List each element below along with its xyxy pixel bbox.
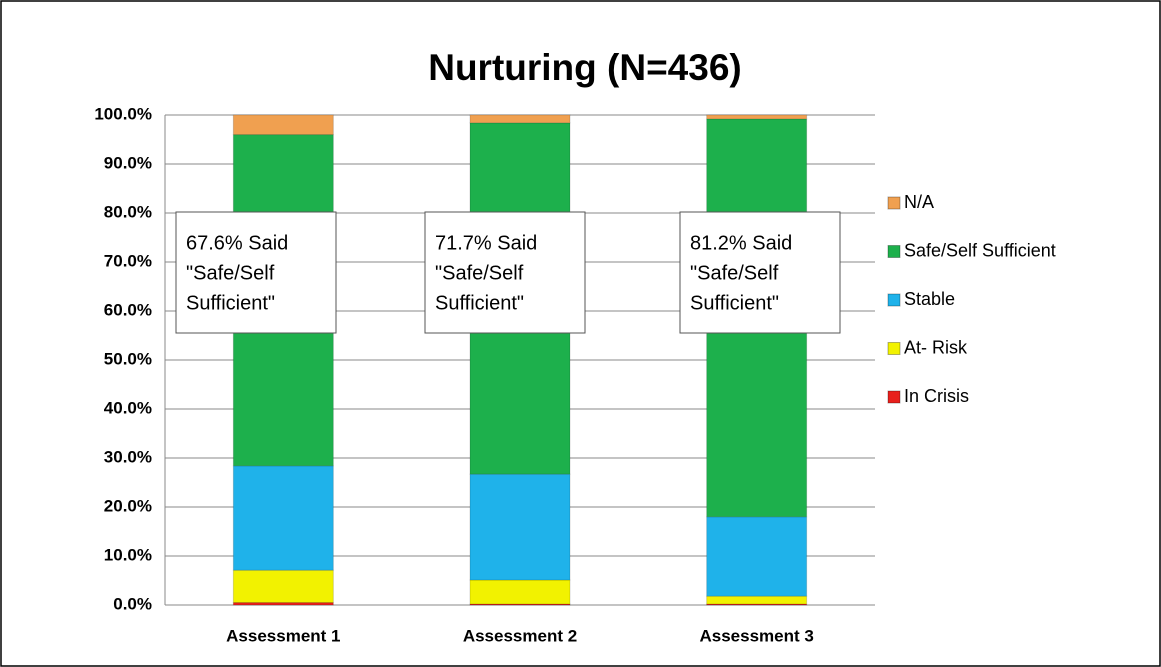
bar-segment xyxy=(706,516,808,597)
x-tick-label: Assessment 3 xyxy=(699,626,813,645)
y-tick-label: 90.0% xyxy=(104,153,152,172)
bar-segment xyxy=(469,579,571,605)
annotation-text: "Safe/Self xyxy=(435,262,524,284)
annotation-box xyxy=(679,211,841,334)
y-tick-label: 60.0% xyxy=(104,300,152,319)
legend-swatch xyxy=(887,245,901,258)
bar-segment xyxy=(469,473,571,581)
annotation-text: 67.6% Said xyxy=(186,232,288,254)
bar-segment xyxy=(469,114,571,124)
legend-label: Safe/Self Sufficient xyxy=(904,240,1056,260)
legend-swatch xyxy=(887,390,901,404)
x-tick-label: Assessment 1 xyxy=(226,626,340,645)
annotation-box xyxy=(424,211,586,334)
annotation-box xyxy=(175,211,337,334)
legend-swatch xyxy=(887,293,901,307)
bar-segment xyxy=(232,569,334,604)
legend-label: At- Risk xyxy=(904,337,968,357)
bar-segment xyxy=(232,465,334,571)
x-tick-label: Assessment 2 xyxy=(463,626,577,645)
y-tick-label: 10.0% xyxy=(104,545,152,564)
bar-segment xyxy=(232,114,334,136)
y-tick-label: 20.0% xyxy=(104,496,152,515)
annotation-text: Sufficient" xyxy=(690,292,779,314)
y-tick-label: 100.0% xyxy=(94,104,152,123)
chart-title: Nurturing (N=436) xyxy=(428,47,742,88)
annotation-text: Sufficient" xyxy=(435,292,524,314)
legend-swatch xyxy=(887,196,901,210)
y-tick-label: 40.0% xyxy=(104,398,152,417)
legend-label: Stable xyxy=(904,289,955,309)
annotation-text: "Safe/Self xyxy=(186,262,275,284)
bar-segment xyxy=(706,595,808,605)
y-tick-label: 30.0% xyxy=(104,447,152,466)
legend-label: In Crisis xyxy=(904,386,969,406)
y-tick-label: 80.0% xyxy=(104,202,152,221)
y-tick-label: 50.0% xyxy=(104,349,152,368)
annotation-text: 81.2% Said xyxy=(690,232,792,254)
legend-label: N/A xyxy=(904,192,934,212)
y-tick-label: 0.0% xyxy=(113,594,152,613)
annotation-text: 71.7% Said xyxy=(435,232,537,254)
annotation-text: "Safe/Self xyxy=(690,262,779,284)
bar-segment xyxy=(706,114,808,120)
annotation-text: Sufficient" xyxy=(186,292,275,314)
y-tick-label: 70.0% xyxy=(104,251,152,270)
legend-swatch xyxy=(887,342,901,355)
